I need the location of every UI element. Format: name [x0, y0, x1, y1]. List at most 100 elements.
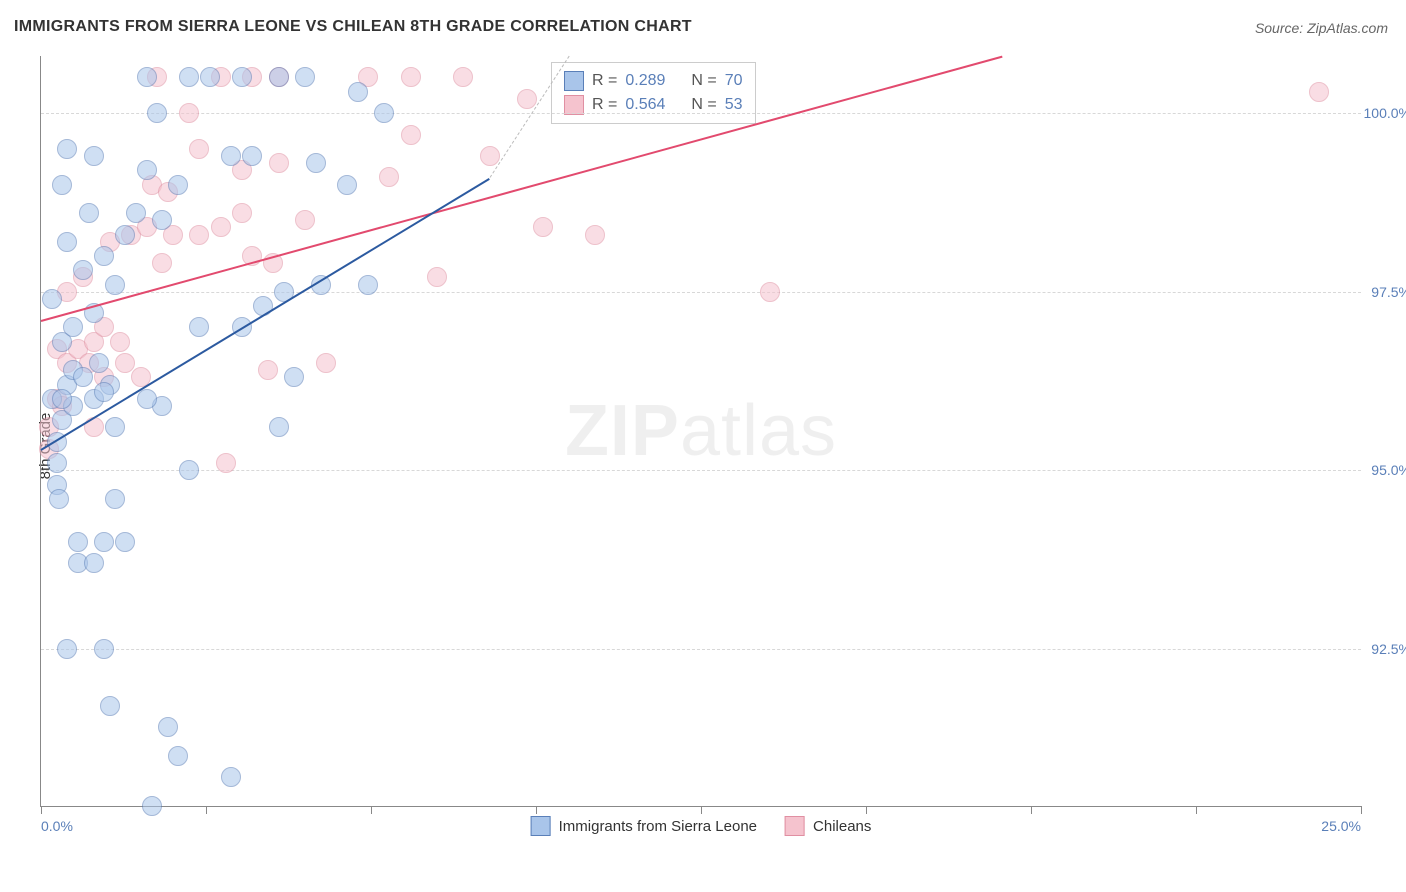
data-point: [427, 267, 447, 287]
x-tick: [371, 806, 372, 814]
data-point: [105, 275, 125, 295]
data-point: [105, 417, 125, 437]
data-point: [269, 153, 289, 173]
y-tick-label: 97.5%: [1371, 284, 1406, 300]
data-point: [517, 89, 537, 109]
data-point: [84, 553, 104, 573]
r-label: R =: [592, 96, 617, 114]
data-point: [401, 125, 421, 145]
data-point: [49, 489, 69, 509]
watermark: ZIPatlas: [565, 390, 837, 472]
data-point: [760, 282, 780, 302]
data-point: [295, 210, 315, 230]
data-point: [269, 417, 289, 437]
data-point: [358, 275, 378, 295]
data-point: [79, 203, 99, 223]
legend-label: Chileans: [813, 818, 871, 835]
data-point: [242, 146, 262, 166]
data-point: [379, 167, 399, 187]
data-point: [47, 453, 67, 473]
data-point: [84, 146, 104, 166]
data-point: [221, 767, 241, 787]
y-tick-label: 92.5%: [1371, 641, 1406, 657]
series-legend: Immigrants from Sierra Leone Chileans: [531, 816, 872, 836]
legend-swatch: [531, 816, 551, 836]
data-point: [348, 82, 368, 102]
chart-title: IMMIGRANTS FROM SIERRA LEONE VS CHILEAN …: [14, 18, 692, 36]
data-point: [179, 67, 199, 87]
x-tick: [1196, 806, 1197, 814]
data-point: [232, 67, 252, 87]
legend-item: Immigrants from Sierra Leone: [531, 816, 757, 836]
data-point: [100, 696, 120, 716]
data-point: [94, 532, 114, 552]
data-point: [89, 353, 109, 373]
data-point: [73, 260, 93, 280]
data-point: [126, 203, 146, 223]
data-point: [306, 153, 326, 173]
data-point: [316, 353, 336, 373]
data-point: [189, 317, 209, 337]
data-point: [68, 532, 88, 552]
data-point: [142, 796, 162, 816]
data-point: [269, 67, 289, 87]
data-point: [216, 453, 236, 473]
data-point: [480, 146, 500, 166]
x-tick: [701, 806, 702, 814]
r-value: 0.289: [625, 72, 665, 90]
source-label: Source:: [1255, 20, 1307, 36]
data-point: [94, 382, 114, 402]
source-attribution: Source: ZipAtlas.com: [1255, 20, 1388, 36]
stats-legend-row: R = 0.289 N = 70: [564, 69, 743, 93]
data-point: [57, 639, 77, 659]
x-tick: [41, 806, 42, 814]
data-point: [258, 360, 278, 380]
data-point: [115, 353, 135, 373]
gridline: [41, 113, 1361, 114]
x-axis-max-label: 25.0%: [1321, 818, 1361, 834]
n-value: 70: [725, 72, 743, 90]
x-tick: [536, 806, 537, 814]
data-point: [200, 67, 220, 87]
y-tick-label: 100.0%: [1364, 105, 1406, 121]
data-point: [401, 67, 421, 87]
data-point: [152, 210, 172, 230]
data-point: [453, 67, 473, 87]
trend-line: [40, 178, 490, 451]
n-value: 53: [725, 96, 743, 114]
data-point: [152, 253, 172, 273]
data-point: [105, 489, 125, 509]
data-point: [374, 103, 394, 123]
data-point: [57, 139, 77, 159]
x-tick: [1361, 806, 1362, 814]
data-point: [137, 160, 157, 180]
data-point: [73, 367, 93, 387]
data-point: [533, 217, 553, 237]
data-point: [295, 67, 315, 87]
data-point: [179, 103, 199, 123]
n-label: N =: [691, 72, 716, 90]
data-point: [115, 225, 135, 245]
data-point: [168, 175, 188, 195]
data-point: [94, 246, 114, 266]
watermark-atlas: atlas: [680, 391, 837, 471]
source-name: ZipAtlas.com: [1307, 20, 1388, 36]
gridline: [41, 470, 1361, 471]
r-label: R =: [592, 72, 617, 90]
data-point: [189, 225, 209, 245]
plot-area: ZIPatlas R =0.289N =70R =0.564N =53 0.0%…: [40, 56, 1361, 807]
legend-item: Chileans: [785, 816, 871, 836]
data-point: [284, 367, 304, 387]
legend-swatch: [564, 71, 584, 91]
data-point: [337, 175, 357, 195]
data-point: [52, 389, 72, 409]
data-point: [110, 332, 130, 352]
data-point: [211, 217, 231, 237]
stats-legend: R =0.289N =70R =0.564N =53: [551, 62, 756, 124]
data-point: [585, 225, 605, 245]
watermark-zip: ZIP: [565, 391, 680, 471]
data-point: [147, 103, 167, 123]
gridline: [41, 649, 1361, 650]
data-point: [115, 532, 135, 552]
data-point: [221, 146, 241, 166]
